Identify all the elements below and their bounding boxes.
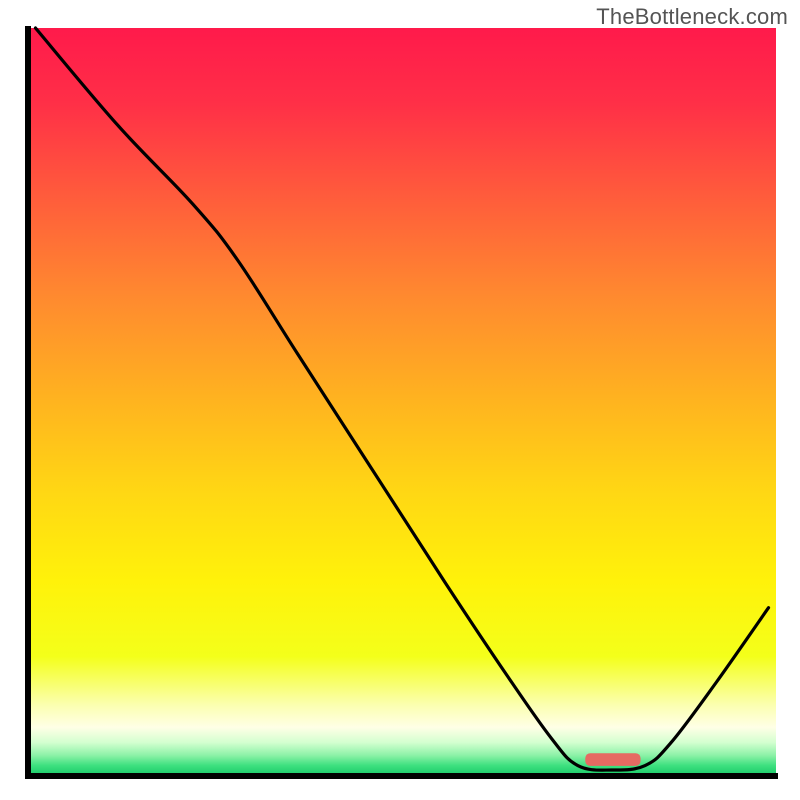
optimal-range-marker — [585, 753, 640, 766]
watermark-text: TheBottleneck.com — [596, 4, 788, 30]
bottleneck-curve-chart — [0, 0, 800, 800]
gradient-background — [28, 28, 776, 776]
chart-frame: TheBottleneck.com — [0, 0, 800, 800]
